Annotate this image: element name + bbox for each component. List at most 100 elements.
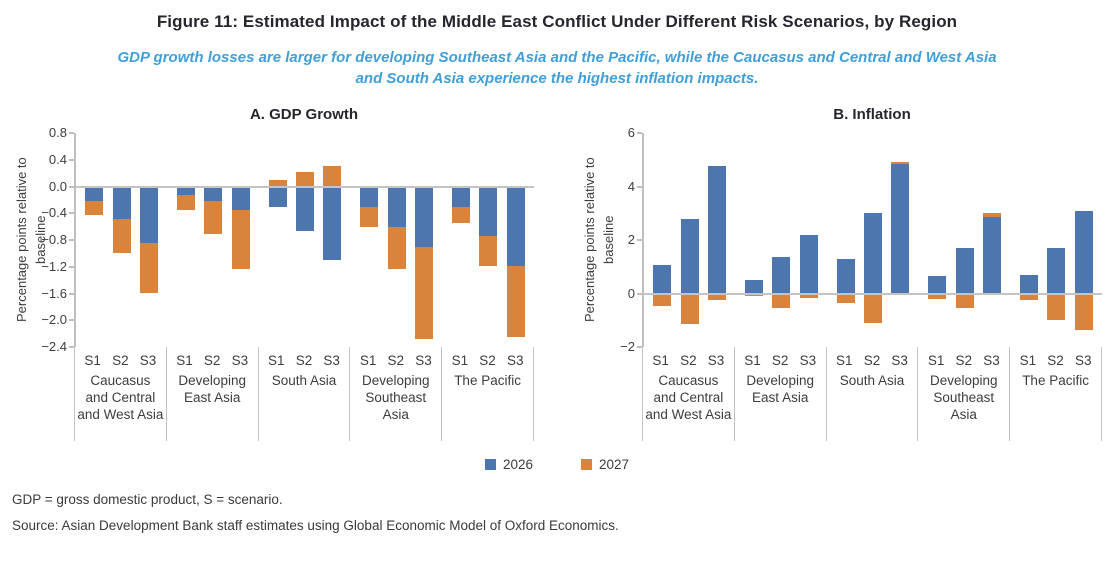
stacked-bar-s3	[414, 133, 433, 347]
scenario-label: S1	[927, 353, 945, 368]
category-band: S1 S2 S3 Caucasus and Central and West Asia…	[74, 347, 534, 441]
bar-segment-2026	[112, 186, 131, 220]
y-axis-title: Percentage points relative to baseline	[14, 157, 48, 323]
y-tick-label: −1.2	[41, 258, 67, 274]
bar-segment-2026	[268, 186, 287, 207]
bar-group	[76, 133, 168, 347]
category-column: S1 S2 S3 Developing Southeast Asia	[350, 347, 443, 441]
scenario-label: S1	[744, 353, 761, 368]
bar-segment-2026	[836, 258, 855, 294]
scenario-labels: S1 S2 S3	[643, 353, 734, 368]
bar-segment-2026	[479, 186, 498, 236]
bar-segment-2027	[323, 166, 342, 187]
bar-segment-2026	[1074, 210, 1093, 294]
stacked-bar-s1	[85, 133, 104, 347]
bar-segment-2026	[680, 218, 699, 294]
bar-segment-2027	[1019, 293, 1038, 301]
bar-segment-2026	[387, 186, 406, 227]
scenario-label: S3	[506, 353, 524, 368]
stacked-bar-s2	[387, 133, 406, 347]
y-tick-mark	[69, 185, 74, 188]
bar-segment-2026	[176, 186, 195, 196]
y-tick-label: 4	[627, 178, 635, 194]
y-axis-title: Percentage points relative to baseline	[582, 157, 616, 323]
bar-segment-2026	[204, 186, 223, 202]
y-tick-mark	[69, 265, 74, 268]
bar-segment-2027	[176, 195, 195, 210]
bar-segment-2026	[1019, 274, 1038, 294]
y-tick-label: −0.8	[41, 232, 67, 247]
category-column: S1 S2 S3 Caucasus and Central and West Asia	[74, 347, 167, 441]
bar-segment-2027	[451, 207, 470, 224]
scenario-labels: S1 S2 S3	[442, 353, 533, 368]
bar-groups	[644, 133, 1102, 347]
y-tick-label: −2	[620, 339, 635, 354]
scenario-labels: S1 S2 S3	[1010, 353, 1101, 368]
scenario-label: S3	[707, 353, 725, 368]
bar-segment-2026	[955, 248, 974, 294]
stacked-bar-s2	[1047, 133, 1066, 347]
scenario-label: S3	[323, 353, 340, 368]
bar-segment-2027	[231, 209, 250, 270]
bar-segment-2026	[1047, 248, 1066, 294]
y-tick-label: 0.8	[48, 125, 67, 140]
stacked-bar-s1	[744, 133, 763, 347]
bar-segment-2026	[451, 186, 470, 208]
y-tick-label: 2	[627, 232, 635, 247]
y-tick-mark	[69, 346, 74, 348]
stacked-bar-s1	[176, 133, 195, 347]
scenario-label: S2	[479, 353, 496, 368]
category-label: South Asia	[271, 373, 337, 388]
category-column: S1 S2 S3 South Asia	[259, 347, 351, 441]
y-tick-label: −1.6	[41, 285, 67, 301]
bar-segment-2027	[772, 293, 791, 309]
figure-title: Figure 11: Estimated Impact of the Middl…	[156, 12, 958, 31]
y-tick-label: 0.4	[48, 151, 67, 167]
bar-segment-2026	[982, 217, 1001, 294]
y-tick-label: 6	[627, 125, 635, 140]
scenario-label: S3	[139, 353, 157, 368]
category-label: Developing East Asia	[746, 373, 814, 405]
y-tick-mark	[637, 239, 642, 241]
y-tick-mark	[637, 132, 642, 134]
scenario-label: S3	[231, 353, 249, 368]
bar-segment-2026	[708, 166, 727, 294]
scenario-label: S1	[176, 353, 193, 368]
bar-group	[736, 133, 828, 347]
bar-segment-2026	[744, 280, 763, 294]
stacked-bar-s3	[140, 133, 159, 347]
category-column: S1 S2 S3 Developing East Asia	[735, 347, 827, 441]
scenario-labels: S1 S2 S3	[259, 353, 350, 368]
scenario-label: S2	[863, 353, 881, 368]
bar-segment-2026	[891, 163, 910, 294]
category-column: S1 S2 S3 The Pacific	[442, 347, 534, 441]
y-axis-tick-labels: 6 4 2 0 −2	[600, 125, 642, 354]
bar-segment-2026	[863, 213, 882, 294]
scenario-labels: S1 S2 S3	[167, 353, 258, 368]
bar-segment-2026	[928, 276, 947, 294]
stacked-bar-s2	[680, 133, 699, 347]
legend-label: 2027	[599, 457, 630, 472]
stacked-bar-s3	[1074, 133, 1093, 347]
scenario-labels: S1 S2 S3	[735, 353, 826, 368]
scenario-label: S2	[203, 353, 221, 368]
bar-segment-2026	[140, 186, 159, 244]
y-tick-mark	[69, 132, 74, 134]
bar-group	[644, 133, 736, 347]
bar-segment-2027	[680, 293, 699, 325]
y-tick-mark	[69, 158, 74, 161]
note-source: Source: Asian Development Bank staff est…	[12, 518, 619, 533]
panel-title: A. GDP Growth	[249, 106, 359, 123]
bar-segment-2027	[295, 171, 314, 187]
bar-segment-2027	[387, 226, 406, 270]
category-label: South Asia	[839, 373, 905, 388]
stacked-bar-s1	[268, 133, 287, 347]
scenario-label: S2	[955, 353, 973, 368]
chart-panel-gdp-growth: A. GDP Growth Percentage points relative …	[12, 106, 534, 441]
chart-panel-inflation: B. Inflation Percentage points relative t…	[580, 106, 1102, 441]
bar-group	[168, 133, 260, 347]
zero-baseline	[644, 292, 1102, 295]
scenario-label: S2	[1047, 353, 1064, 368]
legend-item-2026: 2026	[484, 457, 533, 472]
chart-legend: 2026 2027	[0, 457, 1114, 472]
